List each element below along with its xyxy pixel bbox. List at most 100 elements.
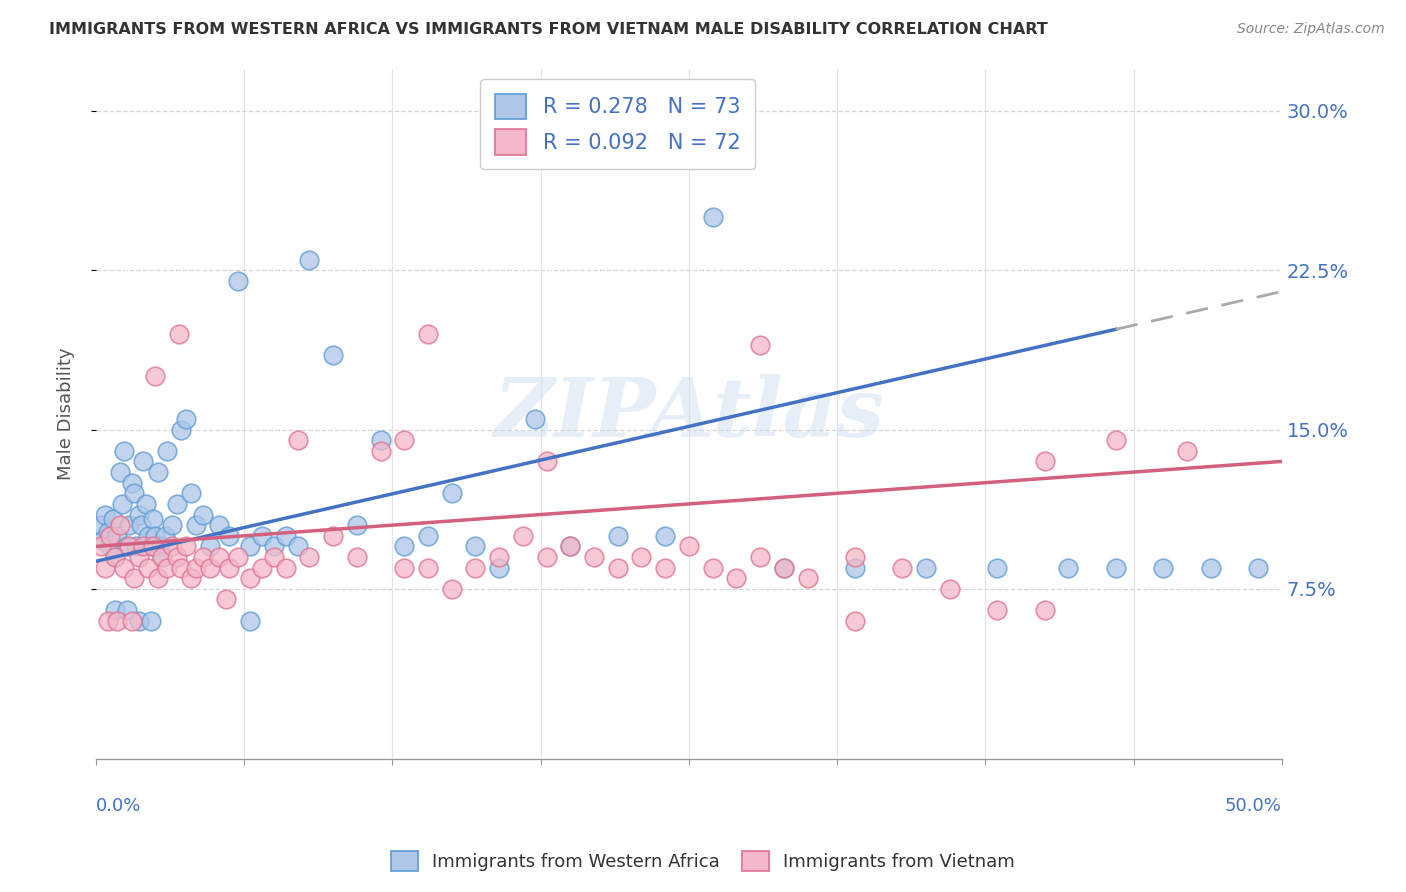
Point [208, 518, 231, 533]
Point [104, 603, 127, 617]
Point [128, 508, 150, 522]
Point [250, 560, 273, 574]
Text: 50.0%: 50.0% [1225, 797, 1282, 814]
Point [725, 571, 748, 585]
Point [149, 540, 172, 554]
Point [263, 540, 285, 554]
Point [1033, 603, 1056, 617]
Point [128, 614, 150, 628]
Point [166, 497, 188, 511]
Point [170, 423, 193, 437]
Text: Source: ZipAtlas.com: Source: ZipAtlas.com [1237, 22, 1385, 37]
Point [239, 571, 262, 585]
Point [135, 497, 157, 511]
Point [298, 252, 321, 267]
Point [1033, 454, 1056, 468]
Point [115, 603, 138, 617]
Point [105, 614, 128, 628]
Point [844, 560, 866, 574]
Point [915, 560, 938, 574]
Point [121, 475, 143, 490]
Point [129, 518, 152, 533]
Point [139, 614, 162, 628]
Point [118, 540, 141, 554]
Point [226, 274, 249, 288]
Point [986, 560, 1008, 574]
Point [844, 549, 866, 564]
Point [464, 540, 486, 554]
Point [394, 540, 416, 554]
Point [287, 540, 309, 554]
Point [440, 582, 463, 596]
Point [142, 540, 165, 554]
Point [139, 540, 162, 554]
Point [184, 518, 207, 533]
Point [488, 560, 510, 574]
Point [104, 549, 127, 564]
Point [654, 529, 676, 543]
Point [1199, 560, 1222, 574]
Point [370, 433, 392, 447]
Point [583, 549, 606, 564]
Point [128, 549, 150, 564]
Point [114, 560, 136, 574]
Point [772, 560, 794, 574]
Point [287, 433, 309, 447]
Point [97, 524, 120, 539]
Point [394, 433, 416, 447]
Point [891, 560, 914, 574]
Point [322, 529, 344, 543]
Point [118, 518, 141, 533]
Text: 0.0%: 0.0% [96, 797, 142, 814]
Point [136, 560, 159, 574]
Point [90, 540, 112, 554]
Point [198, 560, 221, 574]
Point [180, 486, 202, 500]
Point [111, 497, 134, 511]
Point [94, 508, 117, 522]
Point [1247, 560, 1270, 574]
Point [114, 443, 136, 458]
Point [115, 540, 138, 554]
Text: IMMIGRANTS FROM WESTERN AFRICA VS IMMIGRANTS FROM VIETNAM MALE DISABILITY CORREL: IMMIGRANTS FROM WESTERN AFRICA VS IMMIGR… [49, 22, 1047, 37]
Point [226, 549, 249, 564]
Point [152, 549, 174, 564]
Point [274, 560, 297, 574]
Point [844, 614, 866, 628]
Point [560, 540, 582, 554]
Point [108, 518, 131, 533]
Point [90, 518, 112, 533]
Point [142, 512, 165, 526]
Point [108, 465, 131, 479]
Point [121, 614, 143, 628]
Point [180, 571, 202, 585]
Point [167, 326, 190, 341]
Point [488, 549, 510, 564]
Point [208, 549, 231, 564]
Point [104, 549, 127, 564]
Point [98, 529, 121, 543]
Point [678, 540, 700, 554]
Point [346, 549, 368, 564]
Point [146, 465, 169, 479]
Text: ZIPAtlas: ZIPAtlas [494, 374, 884, 454]
Point [170, 560, 193, 574]
Point [146, 571, 169, 585]
Point [1152, 560, 1174, 574]
Point [322, 348, 344, 362]
Point [136, 529, 159, 543]
Y-axis label: Male Disability: Male Disability [58, 347, 75, 480]
Point [263, 549, 285, 564]
Point [122, 571, 145, 585]
Point [174, 412, 197, 426]
Point [132, 454, 155, 468]
Legend: R = 0.278   N = 73, R = 0.092   N = 72: R = 0.278 N = 73, R = 0.092 N = 72 [481, 78, 755, 169]
Point [91, 533, 114, 547]
Point [239, 540, 262, 554]
Point [606, 529, 628, 543]
Point [512, 529, 534, 543]
Point [536, 454, 558, 468]
Point [156, 560, 179, 574]
Point [654, 560, 676, 574]
Point [536, 549, 558, 564]
